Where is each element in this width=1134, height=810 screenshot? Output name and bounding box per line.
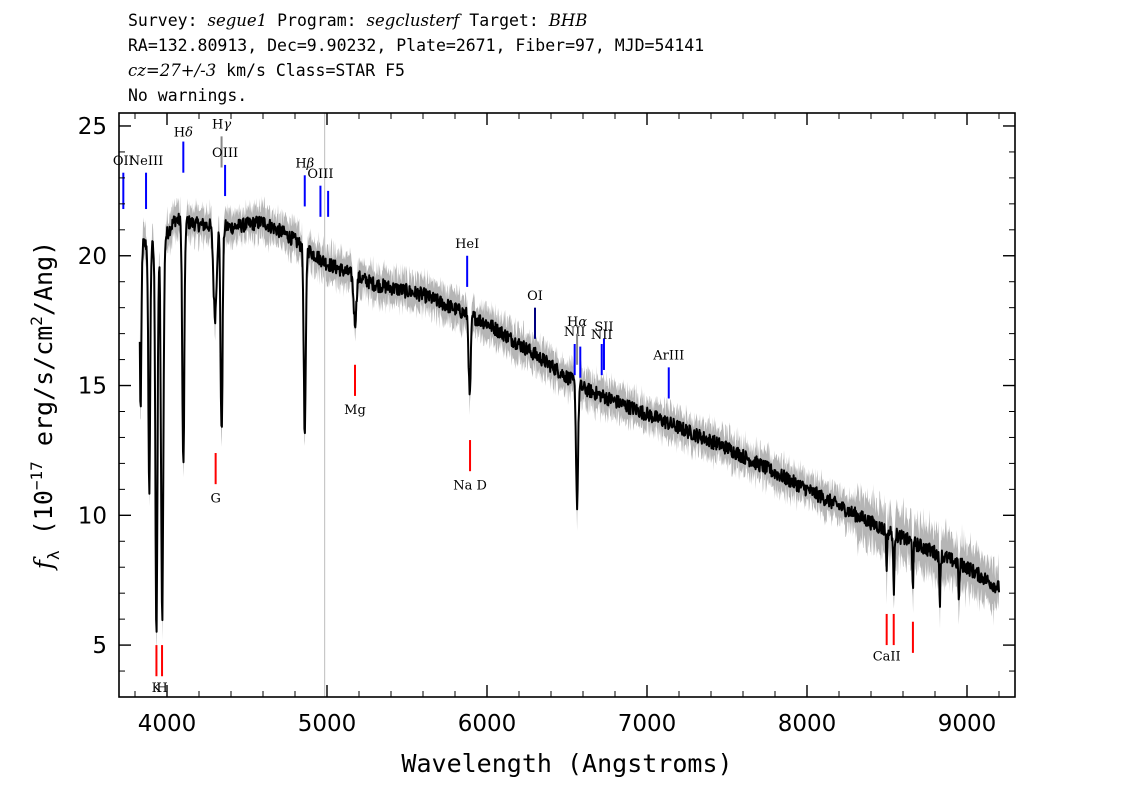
y-tick-label: 20 xyxy=(78,244,107,270)
y-tick-label: 5 xyxy=(92,633,107,659)
header-line-1: Survey: segue1 Program: segclusterf Targ… xyxy=(128,11,588,30)
line-marker-label: K xyxy=(152,681,162,696)
line-marker-label: G xyxy=(210,491,220,506)
y-tick-label: 15 xyxy=(78,374,107,400)
target-value: BHB xyxy=(548,11,588,30)
line-marker-label: OIII xyxy=(307,167,333,182)
line-marker-label: NII xyxy=(591,328,613,343)
y-tick-label: 25 xyxy=(78,114,107,140)
flux-line xyxy=(138,212,1000,633)
line-marker-label: Na D xyxy=(453,478,487,493)
error-band-layer xyxy=(139,195,1000,652)
x-axis-label: Wavelength (Angstroms) xyxy=(401,749,732,778)
line-marker-label: NII xyxy=(564,325,586,340)
x-tick-label: 5000 xyxy=(298,711,357,737)
line-marker-label: Hδ xyxy=(174,125,193,140)
x-tick-label: 8000 xyxy=(778,711,837,737)
line-marker-label: Hβ xyxy=(295,157,314,172)
line-marker-label: OI xyxy=(527,289,543,304)
x-tick-label: 7000 xyxy=(618,711,677,737)
header-line-4: No warnings. xyxy=(128,86,248,105)
plot-frame xyxy=(118,112,1016,698)
line-marker-label: Mg xyxy=(344,403,366,418)
x-tick-label: 9000 xyxy=(938,711,997,737)
y-axis-label: fλ (10−17 erg/s/cm2/Ang) xyxy=(27,241,63,571)
line-marker-label: CaII xyxy=(873,650,901,665)
line-marker-label: NeIII xyxy=(129,154,163,169)
line-marker-label: Hγ xyxy=(212,118,231,133)
axis-ticks-layer: 4000 5000 6000 7000 8000 9000 5 10 15 20 25 xyxy=(78,113,1015,737)
line-markers-layer: OIINeIIIHδHγOIIIHβOIIIHeIOINIIHαNIISIIAr… xyxy=(113,118,914,696)
error-band xyxy=(139,195,1000,652)
x-tick-label: 6000 xyxy=(458,711,517,737)
line-marker-label: HeI xyxy=(455,237,479,252)
y-tick-label: 10 xyxy=(78,503,107,529)
line-marker-label: Hα xyxy=(567,315,587,330)
redshift-value: cz=27+/-3 xyxy=(128,61,217,80)
line-marker-label: OIII xyxy=(212,146,238,161)
x-tick-label: 4000 xyxy=(138,711,197,737)
line-marker-label: SII xyxy=(594,320,613,335)
header-line-3: cz=27+/-3 km/s Class=STAR F5 xyxy=(128,61,405,80)
program-value: segclusterf xyxy=(366,11,460,30)
line-marker-label: OII xyxy=(113,154,134,169)
survey-value: segue1 xyxy=(207,11,268,30)
header-line-2: RA=132.80913, Dec=9.90232, Plate=2671, F… xyxy=(128,36,705,55)
line-marker-label: H xyxy=(156,681,167,696)
line-marker-label: ArIII xyxy=(652,349,684,364)
flux-layer xyxy=(138,212,1000,633)
